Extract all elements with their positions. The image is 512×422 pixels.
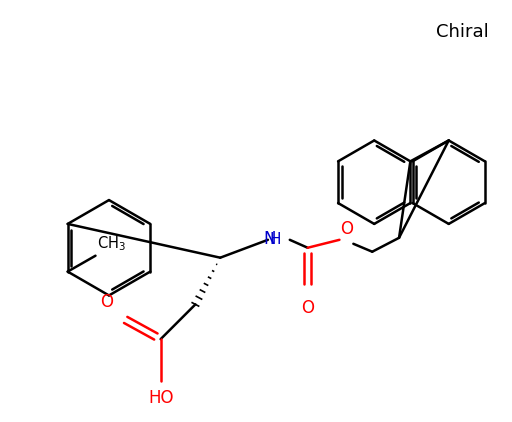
Text: HO: HO — [148, 389, 174, 407]
Text: O: O — [301, 300, 314, 317]
Text: O: O — [340, 220, 353, 238]
Text: O: O — [100, 293, 113, 311]
Text: N: N — [263, 230, 275, 248]
Text: CH$_3$: CH$_3$ — [97, 234, 126, 253]
Text: Chiral: Chiral — [436, 23, 488, 41]
Text: H: H — [270, 232, 282, 247]
